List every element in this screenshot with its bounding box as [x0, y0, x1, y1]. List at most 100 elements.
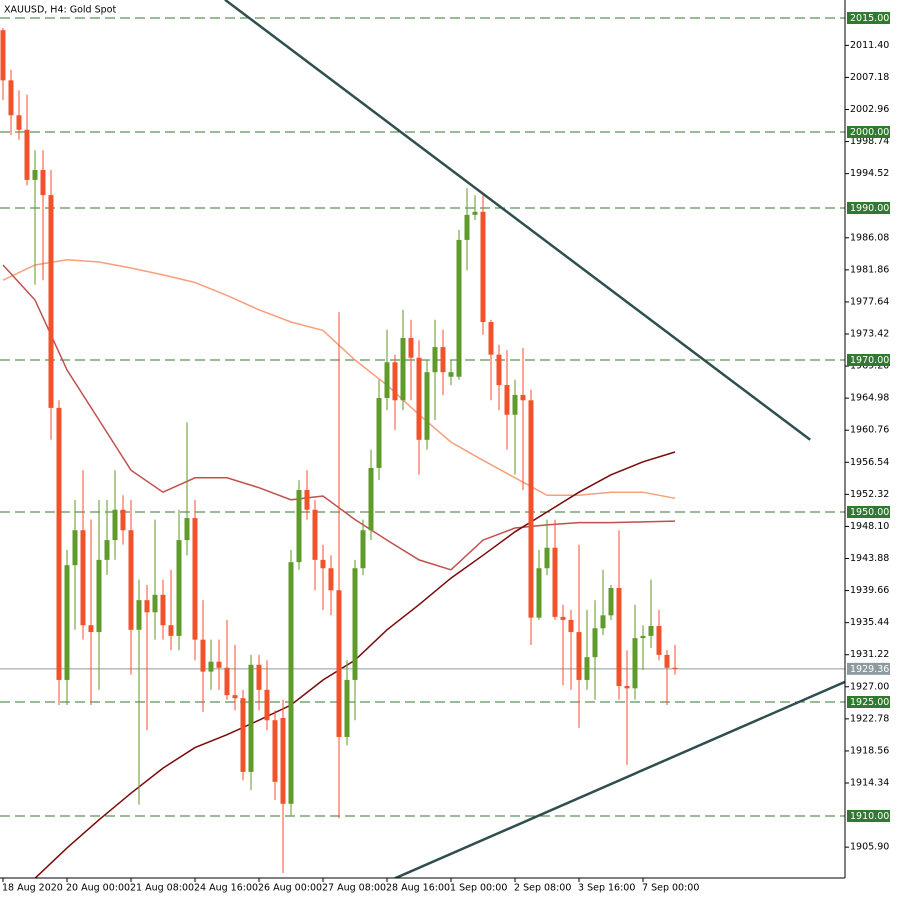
y-tick-label: 2007.18 [850, 72, 889, 83]
plot-area [0, 0, 845, 878]
candle-body [312, 509, 318, 560]
candle-body [176, 540, 182, 636]
candle-body [616, 587, 622, 687]
x-tick-label: 27 Aug 08:00 [322, 883, 386, 894]
candle-body [416, 357, 422, 440]
y-tick-label: 1981.86 [850, 264, 889, 275]
level-label-box [847, 695, 890, 708]
x-tick-label: 1 Sep 00:00 [450, 883, 507, 894]
candle-body [96, 559, 102, 633]
level-label: 1990.00 [850, 203, 889, 214]
candle-body [248, 664, 254, 772]
candle-body [296, 489, 302, 563]
candle-body [200, 639, 206, 672]
candle-body [640, 635, 646, 639]
y-tick-label: 1914.34 [850, 778, 889, 789]
candle-body [672, 667, 678, 669]
y-tick-label: 1939.66 [850, 585, 889, 596]
candle-body [544, 547, 550, 569]
level-label: 1950.00 [850, 507, 889, 518]
candle-body [320, 559, 326, 569]
y-tick-label: 1973.42 [850, 329, 889, 340]
candle-body [464, 214, 470, 240]
candle-body [384, 362, 390, 398]
x-tick-label: 2 Sep 08:00 [514, 883, 571, 894]
level-label-box [847, 354, 890, 367]
y-tick-label: 1964.98 [850, 393, 889, 404]
candle-body [472, 211, 478, 215]
y-tick-label: 1998.74 [850, 136, 889, 147]
y-tick-label: 1994.52 [850, 168, 889, 179]
candle-body [424, 372, 430, 440]
y-tick-label: 1905.90 [850, 842, 889, 853]
candle-body [432, 347, 438, 373]
candle-body [56, 407, 62, 680]
candle-body [144, 600, 150, 613]
candle-body [0, 30, 6, 81]
candle-body [344, 679, 350, 737]
candle-body [224, 667, 230, 696]
candle-body [440, 347, 446, 373]
candle-body [632, 638, 638, 689]
candle-body [104, 540, 110, 560]
y-tick-label: 2002.96 [850, 104, 889, 115]
y-tick-label: 1969.20 [850, 361, 889, 372]
candle-body [392, 362, 398, 401]
level-label-box [847, 202, 890, 215]
y-tick-label: 1943.88 [850, 553, 889, 564]
candle-body [336, 590, 342, 737]
candle-body [88, 625, 94, 633]
level-label-box [847, 12, 890, 25]
candle-body [8, 80, 14, 116]
x-tick-label: 18 Aug 2020 [2, 883, 63, 894]
trend-line [224, 0, 811, 441]
candle-body [624, 686, 630, 689]
level-label: 2015.00 [850, 13, 889, 24]
candle-body [232, 695, 238, 699]
candle-body [360, 530, 366, 569]
candle-body [368, 467, 374, 531]
x-tick-label: 28 Aug 16:00 [386, 883, 450, 894]
level-label: 1910.00 [850, 811, 889, 822]
x-tick-label: 20 Aug 00:00 [66, 883, 130, 894]
candle-body [592, 628, 598, 658]
candle-body [48, 195, 54, 408]
candle-body [272, 720, 278, 782]
candle-body [160, 594, 166, 626]
candle-body [80, 530, 86, 626]
candle-body [528, 400, 534, 618]
candle-body [536, 568, 542, 618]
y-tick-label: 1977.64 [850, 296, 889, 307]
y-tick-label: 1918.56 [850, 745, 889, 756]
candle-body [584, 657, 590, 680]
candle-body [376, 397, 382, 468]
candle-body [408, 337, 414, 358]
candle-body [520, 394, 526, 401]
candle-body [24, 129, 30, 180]
y-tick-label: 1931.22 [850, 649, 889, 660]
last-price-label: 1929.36 [850, 664, 889, 675]
trend-line [394, 680, 845, 878]
level-label-box [847, 809, 890, 822]
candle-body [600, 615, 606, 629]
chart-title: XAUUSD, H4: Gold Spot [4, 5, 116, 16]
x-tick-label: 21 Aug 08:00 [130, 883, 194, 894]
candle-body [568, 619, 574, 633]
candle-body [264, 689, 270, 721]
candle-body [288, 562, 294, 804]
candle-body [112, 509, 118, 541]
candle-body [32, 170, 38, 180]
x-tick-label: 26 Aug 00:00 [258, 883, 322, 894]
y-tick-label: 1927.00 [850, 681, 889, 692]
candle-body [64, 565, 70, 680]
candle-body [304, 489, 310, 510]
candle-body [456, 239, 462, 377]
x-tick-label: 7 Sep 00:00 [642, 883, 699, 894]
candle-body [280, 717, 286, 804]
y-tick-label: 1922.78 [850, 713, 889, 724]
candle-body [72, 530, 78, 566]
candle-body [240, 698, 246, 772]
last-price-box [847, 662, 890, 675]
level-label: 2000.00 [850, 127, 889, 138]
